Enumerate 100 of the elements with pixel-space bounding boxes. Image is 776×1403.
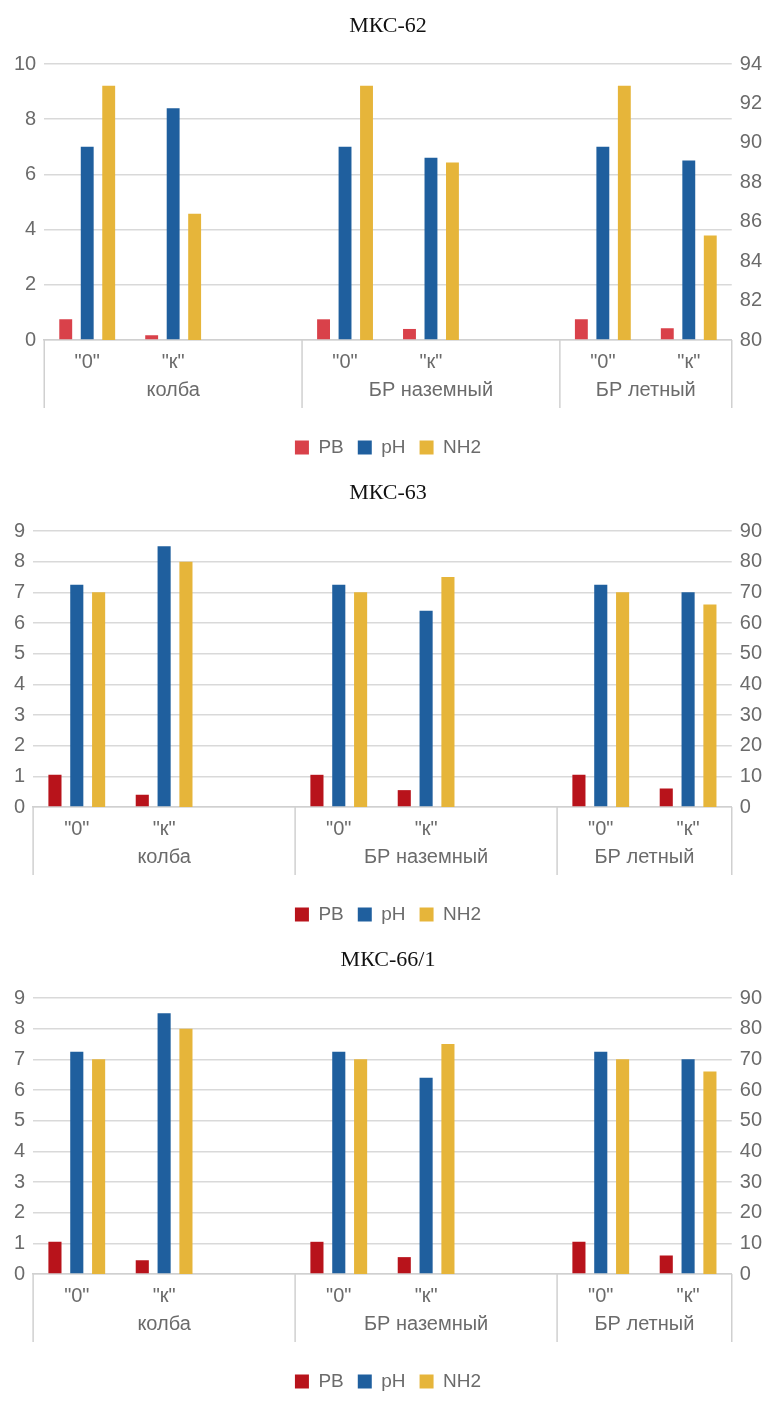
bar (419, 610, 433, 807)
x-tick-label: "к" (414, 816, 438, 839)
legend-label: NH2 (443, 902, 482, 924)
y2-tick-label: 40 (739, 1138, 762, 1161)
bar (682, 160, 696, 340)
legend-label: PB (318, 1369, 344, 1391)
bar (332, 584, 346, 807)
bar (135, 1260, 149, 1274)
text: колба (137, 1311, 192, 1334)
bar (703, 604, 717, 807)
bar (92, 1059, 106, 1274)
y2-tick-label: 82 (739, 288, 762, 311)
y2-tick-label: 80 (739, 327, 762, 350)
bar (338, 146, 352, 340)
x-tick-label: "0" (332, 349, 358, 372)
y-tick-label: 5 (14, 1108, 26, 1131)
bar (424, 157, 438, 340)
y2-tick-label: 50 (739, 641, 762, 664)
x-tick-label: "0" (326, 1283, 352, 1306)
bar (659, 788, 673, 807)
bar (703, 1071, 717, 1274)
y-tick-label: 8 (14, 1016, 26, 1039)
y-tick-label: 3 (14, 702, 26, 725)
x-tick-label: "0" (64, 816, 90, 839)
y2-tick-label: 90 (739, 985, 762, 1008)
text: колба (137, 844, 192, 867)
y2-tick-label: 10 (739, 1230, 762, 1253)
bar (441, 1044, 455, 1274)
text: БР наземный (363, 844, 489, 867)
x-tick-label: "к" (152, 816, 176, 839)
bar (596, 146, 610, 340)
y2-tick-label: 30 (739, 1169, 762, 1192)
y2-tick-label: 20 (739, 733, 762, 756)
bar (403, 328, 416, 340)
y2-tick-label: 84 (739, 248, 762, 271)
bar (70, 1051, 84, 1274)
bar (616, 592, 630, 807)
bar (145, 335, 159, 340)
y-tick-label: 1 (14, 763, 26, 786)
text: БР летный (594, 1311, 695, 1334)
y2-tick-label: 60 (739, 610, 762, 633)
y2-tick-label: 0 (739, 1261, 751, 1284)
legend-label: pH (381, 1369, 406, 1391)
y-tick-label: 6 (14, 610, 26, 633)
y2-tick-label: 30 (739, 702, 762, 725)
bar (70, 584, 84, 807)
bar (441, 577, 455, 807)
bar (166, 108, 180, 340)
chart-title: МКС-66/1 (339, 945, 437, 973)
bar (572, 1241, 586, 1274)
bar (659, 1255, 673, 1274)
bar (332, 1051, 346, 1274)
y2-tick-label: 10 (739, 763, 762, 786)
text: колба (146, 377, 201, 400)
y-tick-label: 0 (25, 327, 37, 350)
x-tick-label: "к" (676, 816, 700, 839)
x-tick-label: "0" (326, 816, 352, 839)
chart-title: МКС-62 (348, 11, 428, 39)
chart-title: МКС-63 (348, 478, 428, 506)
bar (157, 1013, 171, 1274)
y2-tick-label: 40 (739, 671, 762, 694)
bar (397, 790, 411, 807)
y2-tick-label: 80 (739, 549, 762, 572)
y-tick-label: 8 (14, 549, 26, 572)
bar (419, 1077, 433, 1274)
x-tick-label: "к" (414, 1283, 438, 1306)
legend-label: PB (318, 902, 344, 924)
bar (157, 546, 171, 807)
x-tick-label: "0" (588, 1283, 614, 1306)
bar (681, 592, 695, 807)
bar (179, 1028, 193, 1274)
bar (594, 584, 608, 807)
x-tick-label: "к" (677, 349, 701, 372)
y-tick-label: 1 (14, 1230, 26, 1253)
y-tick-label: 7 (14, 579, 26, 602)
y2-tick-label: 70 (739, 1046, 762, 1069)
legend-label: PB (318, 435, 344, 457)
x-tick-label: "0" (74, 349, 100, 372)
text: БР летный (594, 844, 695, 867)
y-tick-label: 6 (14, 1077, 26, 1100)
bar (48, 1241, 62, 1274)
bar (135, 794, 149, 807)
legend-label: NH2 (443, 1369, 482, 1391)
legend-label: NH2 (443, 435, 482, 457)
y2-tick-label: 80 (739, 1016, 762, 1039)
text: БР наземный (368, 377, 494, 400)
y-tick-label: 9 (14, 985, 26, 1008)
bar (397, 1257, 411, 1274)
bar (616, 1059, 630, 1274)
y-tick-label: 7 (14, 1046, 26, 1069)
y2-tick-label: 92 (739, 90, 762, 113)
y2-tick-label: 60 (739, 1077, 762, 1100)
bar (80, 146, 94, 340)
y2-tick-label: 50 (739, 1108, 762, 1131)
x-tick-label: "0" (64, 1283, 90, 1306)
x-tick-label: "к" (419, 349, 443, 372)
bar (681, 1059, 695, 1274)
x-tick-label: "0" (590, 349, 616, 372)
bar (354, 1059, 368, 1274)
y2-tick-label: 90 (739, 518, 762, 541)
